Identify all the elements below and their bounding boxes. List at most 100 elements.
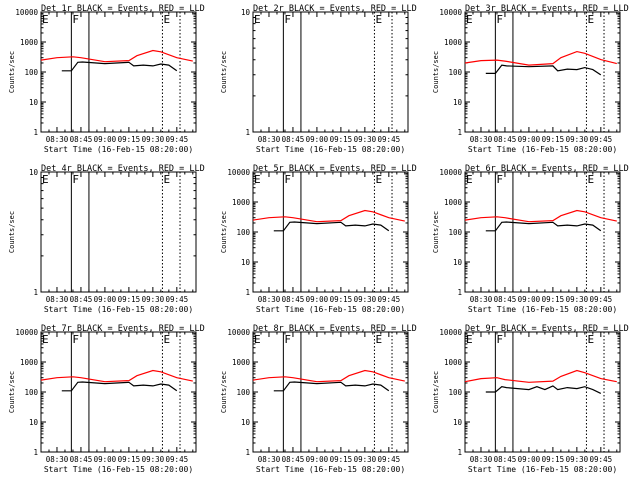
- lld-series-line: [252, 209, 405, 223]
- x-tick-label: 09:45: [590, 295, 613, 304]
- events-series-line: [485, 64, 602, 76]
- marker-label: F: [496, 333, 503, 346]
- y-tick-label: 1000: [20, 358, 39, 367]
- panel-title: Det 7r BLACK = Events, RED = LLD: [41, 324, 205, 334]
- x-tick-label: 09:15: [542, 295, 565, 304]
- plot-frame: [40, 331, 197, 453]
- marker-label: E: [42, 173, 49, 186]
- x-axis-label: Start Time (16-Feb-15 08:20:00): [44, 145, 193, 154]
- x-tick-label: 09:15: [118, 295, 141, 304]
- y-axis-label: Counts/sec: [220, 211, 228, 253]
- plot-frame: [40, 171, 197, 293]
- lld-series-line: [464, 209, 617, 223]
- y-tick-label: 100: [448, 228, 462, 237]
- x-tick-label: 09:00: [94, 135, 117, 144]
- plot-frame: [464, 171, 621, 293]
- marker-label: E: [587, 333, 594, 346]
- marker-label: E: [163, 13, 170, 26]
- y-tick-label: 1000: [444, 38, 463, 47]
- x-tick-label: 09:15: [542, 135, 565, 144]
- marker-label: F: [284, 333, 291, 346]
- y-tick-label: 100: [236, 388, 250, 397]
- x-tick-label: 08:30: [258, 455, 281, 464]
- x-tick-label: 09:00: [518, 135, 541, 144]
- x-tick-label: 09:00: [94, 295, 117, 304]
- marker-label: E: [42, 333, 49, 346]
- lld-series-line: [252, 369, 405, 383]
- x-tick-label: 09:15: [330, 295, 353, 304]
- x-tick-label: 09:45: [378, 135, 401, 144]
- marker-label: E: [163, 173, 170, 186]
- x-tick-label: 08:30: [46, 135, 69, 144]
- x-tick-label: 08:30: [470, 455, 493, 464]
- x-tick-label: 09:30: [566, 455, 589, 464]
- x-axis-label: Start Time (16-Feb-15 08:20:00): [256, 305, 405, 314]
- y-tick-label: 100: [236, 228, 250, 237]
- panel-title: Det 3r BLACK = Events, RED = LLD: [465, 4, 629, 14]
- x-tick-label: 09:00: [306, 295, 329, 304]
- panel-det-7r: Det 7r BLACK = Events, RED = LLD 1 10 100 10…: [8, 324, 205, 474]
- marker-label: E: [254, 13, 261, 26]
- x-tick-label: 09:30: [566, 295, 589, 304]
- x-tick-label: 09:00: [518, 455, 541, 464]
- x-axis-label: Start Time (16-Feb-15 08:20:00): [256, 465, 405, 474]
- marker-label: E: [375, 13, 382, 26]
- events-series-line: [273, 221, 390, 232]
- x-axis-label: Start Time (16-Feb-15 08:20:00): [44, 305, 193, 314]
- panel-det-3r: Det 3r BLACK = Events, RED = LLD 1 10 100 10…: [432, 4, 629, 154]
- y-axis-label: Counts/sec: [432, 51, 440, 93]
- marker-label: E: [163, 333, 170, 346]
- x-tick-label: 09:30: [142, 295, 165, 304]
- marker-label: F: [284, 13, 291, 26]
- panel-det-9r: Det 9r BLACK = Events, RED = LLD 1 10 100 10…: [432, 324, 629, 474]
- marker-label: E: [254, 333, 261, 346]
- marker-label: E: [42, 13, 49, 26]
- x-tick-label: 08:45: [282, 135, 305, 144]
- x-tick-label: 08:30: [258, 295, 281, 304]
- x-tick-label: 09:45: [166, 135, 189, 144]
- y-tick-label: 10000: [15, 8, 38, 17]
- y-tick-label: 10: [241, 258, 251, 267]
- y-tick-label: 10: [453, 418, 463, 427]
- plot-frame: [252, 11, 409, 133]
- panel-title: Det 1r BLACK = Events, RED = LLD: [41, 4, 205, 14]
- y-tick-label: 1000: [20, 38, 39, 47]
- y-tick-label: 1000: [232, 358, 251, 367]
- events-series-line: [485, 385, 602, 394]
- x-axis-label: Start Time (16-Feb-15 08:20:00): [468, 305, 617, 314]
- x-tick-label: 09:15: [330, 135, 353, 144]
- x-tick-label: 09:30: [354, 455, 377, 464]
- lld-series-line: [464, 369, 617, 383]
- x-axis-label: Start Time (16-Feb-15 08:20:00): [468, 465, 617, 474]
- y-tick-label: 10000: [439, 328, 462, 337]
- marker-label: E: [375, 333, 382, 346]
- marker-label: E: [466, 13, 473, 26]
- x-tick-label: 09:15: [118, 135, 141, 144]
- y-tick-label: 10000: [227, 168, 250, 177]
- panel-det-6r: Det 6r BLACK = Events, RED = LLD 1 10 100 10…: [432, 164, 629, 314]
- x-axis-label: Start Time (16-Feb-15 08:20:00): [44, 465, 193, 474]
- lld-series-line: [40, 369, 193, 383]
- panel-title: Det 2r BLACK = Events, RED = LLD: [253, 4, 417, 14]
- x-tick-label: 08:45: [282, 455, 305, 464]
- y-tick-label: 1000: [444, 358, 463, 367]
- lld-series-line: [40, 49, 193, 63]
- y-tick-label: 1: [33, 128, 38, 137]
- y-tick-label: 1: [33, 288, 38, 297]
- y-axis-label: Counts/sec: [220, 371, 228, 413]
- x-tick-label: 08:45: [494, 295, 517, 304]
- panel-title: Det 4r BLACK = Events, RED = LLD: [41, 164, 205, 174]
- x-tick-label: 09:00: [94, 455, 117, 464]
- x-tick-label: 08:30: [258, 135, 281, 144]
- x-axis-label: Start Time (16-Feb-15 08:20:00): [256, 145, 405, 154]
- x-tick-label: 09:00: [306, 135, 329, 144]
- marker-label: F: [72, 173, 79, 186]
- x-tick-label: 09:15: [542, 455, 565, 464]
- x-tick-label: 09:45: [590, 455, 613, 464]
- events-series-line: [61, 61, 178, 72]
- x-tick-label: 08:30: [470, 135, 493, 144]
- x-tick-label: 09:45: [590, 135, 613, 144]
- marker-label: E: [254, 173, 261, 186]
- x-tick-label: 09:30: [566, 135, 589, 144]
- x-tick-label: 09:30: [354, 295, 377, 304]
